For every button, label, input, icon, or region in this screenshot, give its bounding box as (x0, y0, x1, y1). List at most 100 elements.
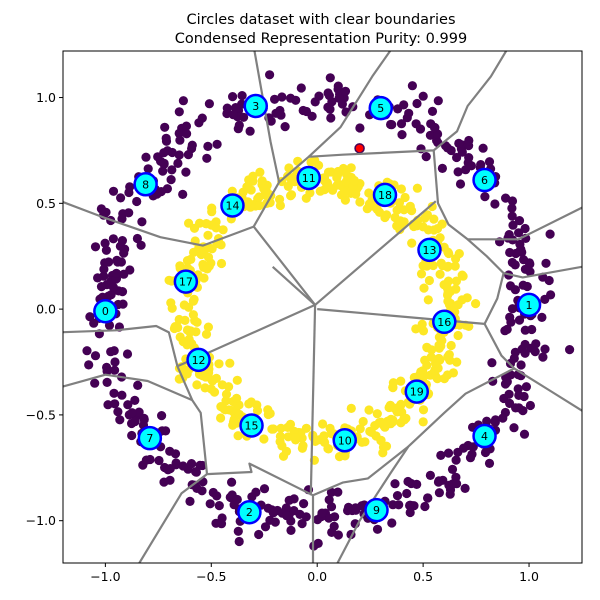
data-point-class-1 (283, 181, 293, 191)
prototype-1: 1 (516, 292, 542, 318)
data-point-class-1 (435, 269, 445, 279)
prototype-marker (368, 95, 394, 121)
data-point-class-1 (325, 423, 335, 433)
data-point-class-0 (228, 110, 238, 120)
data-point-class-0 (154, 455, 164, 466)
prototype-17: 17 (173, 269, 199, 294)
data-point-class-1 (422, 342, 432, 352)
data-point-class-1 (412, 183, 422, 193)
prototype-marker (472, 167, 497, 193)
prototype-14: 14 (220, 193, 245, 218)
data-point-class-1 (334, 452, 345, 462)
data-point-class-1 (443, 261, 453, 271)
data-point-class-0 (82, 346, 92, 356)
data-point-class-0 (520, 223, 530, 234)
data-point-class-1 (323, 167, 334, 177)
data-point-class-0 (540, 344, 550, 354)
data-point-class-1 (458, 271, 468, 281)
data-point-class-0 (540, 294, 550, 304)
data-point-class-1 (211, 223, 221, 233)
data-point-class-1 (453, 300, 463, 310)
data-point-class-1 (276, 423, 286, 433)
data-point-class-0 (427, 106, 438, 116)
data-point-class-0 (117, 214, 127, 224)
data-point-class-1 (420, 213, 430, 223)
data-point-class-0 (310, 97, 320, 107)
data-point-class-1 (419, 283, 429, 293)
data-point-class-1 (351, 189, 361, 199)
data-point-class-1 (246, 397, 256, 407)
boundary-line-12 (63, 324, 194, 401)
data-point-class-0 (113, 257, 123, 267)
misclassified-point (354, 143, 365, 154)
data-point-class-0 (454, 138, 464, 148)
data-point-class-0 (446, 145, 456, 156)
data-point-class-0 (110, 399, 120, 409)
prototype-marker (239, 413, 264, 438)
data-point-class-0 (233, 526, 243, 536)
y-tick-label: −1.0 (26, 513, 56, 528)
data-point-class-0 (423, 493, 433, 503)
data-point-class-0 (297, 519, 307, 529)
data-point-class-0 (212, 491, 222, 501)
data-point-class-1 (386, 419, 396, 429)
data-point-class-0 (197, 460, 207, 471)
prototype-marker (237, 499, 262, 525)
prototype-marker (432, 309, 457, 335)
data-point-class-0 (405, 500, 415, 511)
data-point-class-1 (218, 225, 228, 235)
data-point-class-0 (119, 248, 129, 258)
data-point-class-0 (313, 538, 323, 549)
data-point-class-1 (439, 374, 449, 384)
data-point-class-1 (396, 184, 406, 194)
data-point-class-1 (267, 424, 277, 434)
data-point-class-0 (520, 348, 530, 358)
data-point-class-1 (203, 322, 213, 332)
data-point-class-0 (110, 365, 120, 375)
data-point-class-0 (333, 81, 343, 91)
data-point-class-0 (125, 265, 135, 275)
data-point-class-0 (334, 93, 344, 103)
data-point-class-1 (206, 384, 216, 394)
data-point-class-0 (447, 464, 458, 474)
data-point-class-1 (355, 197, 365, 207)
data-point-class-1 (319, 431, 329, 441)
prototype-4: 4 (472, 423, 497, 449)
data-point-class-0 (203, 141, 213, 151)
data-point-class-0 (268, 508, 278, 518)
data-point-class-1 (400, 192, 410, 203)
prototype-0: 0 (93, 298, 118, 324)
x-tick-label: 0.5 (413, 569, 433, 584)
data-point-class-0 (276, 110, 286, 120)
data-point-class-0 (227, 477, 237, 487)
data-point-class-1 (281, 446, 292, 456)
data-point-class-1 (392, 205, 402, 215)
data-point-class-0 (141, 455, 151, 465)
data-point-class-1 (453, 330, 463, 341)
data-point-class-0 (538, 352, 548, 362)
prototype-10: 10 (332, 428, 357, 453)
data-point-class-0 (286, 525, 296, 536)
data-point-class-0 (270, 94, 280, 104)
data-point-class-0 (420, 501, 430, 512)
data-point-class-0 (437, 163, 447, 173)
axes-layer: −1.0 −0.5 0.0 0.5 1.0 −1.0 −0.5 0.0 0.5 1.0 (26, 90, 539, 584)
data-point-class-1 (216, 258, 227, 269)
prototype-13: 13 (417, 237, 442, 263)
data-point-class-1 (178, 337, 188, 347)
data-point-class-0 (350, 503, 361, 513)
data-point-class-0 (178, 96, 188, 106)
data-point-class-1 (451, 284, 461, 294)
data-point-class-0 (234, 536, 244, 547)
data-point-class-0 (178, 189, 188, 199)
boundary-line-11 (63, 373, 209, 475)
data-point-class-0 (465, 453, 476, 463)
prototype-8: 8 (133, 172, 158, 197)
data-point-class-1 (192, 380, 202, 390)
data-point-class-0 (181, 121, 191, 131)
data-point-class-0 (418, 91, 428, 101)
data-point-class-0 (510, 403, 521, 413)
data-point-class-1 (227, 405, 237, 416)
data-point-class-0 (99, 264, 109, 274)
data-point-class-0 (509, 423, 519, 433)
